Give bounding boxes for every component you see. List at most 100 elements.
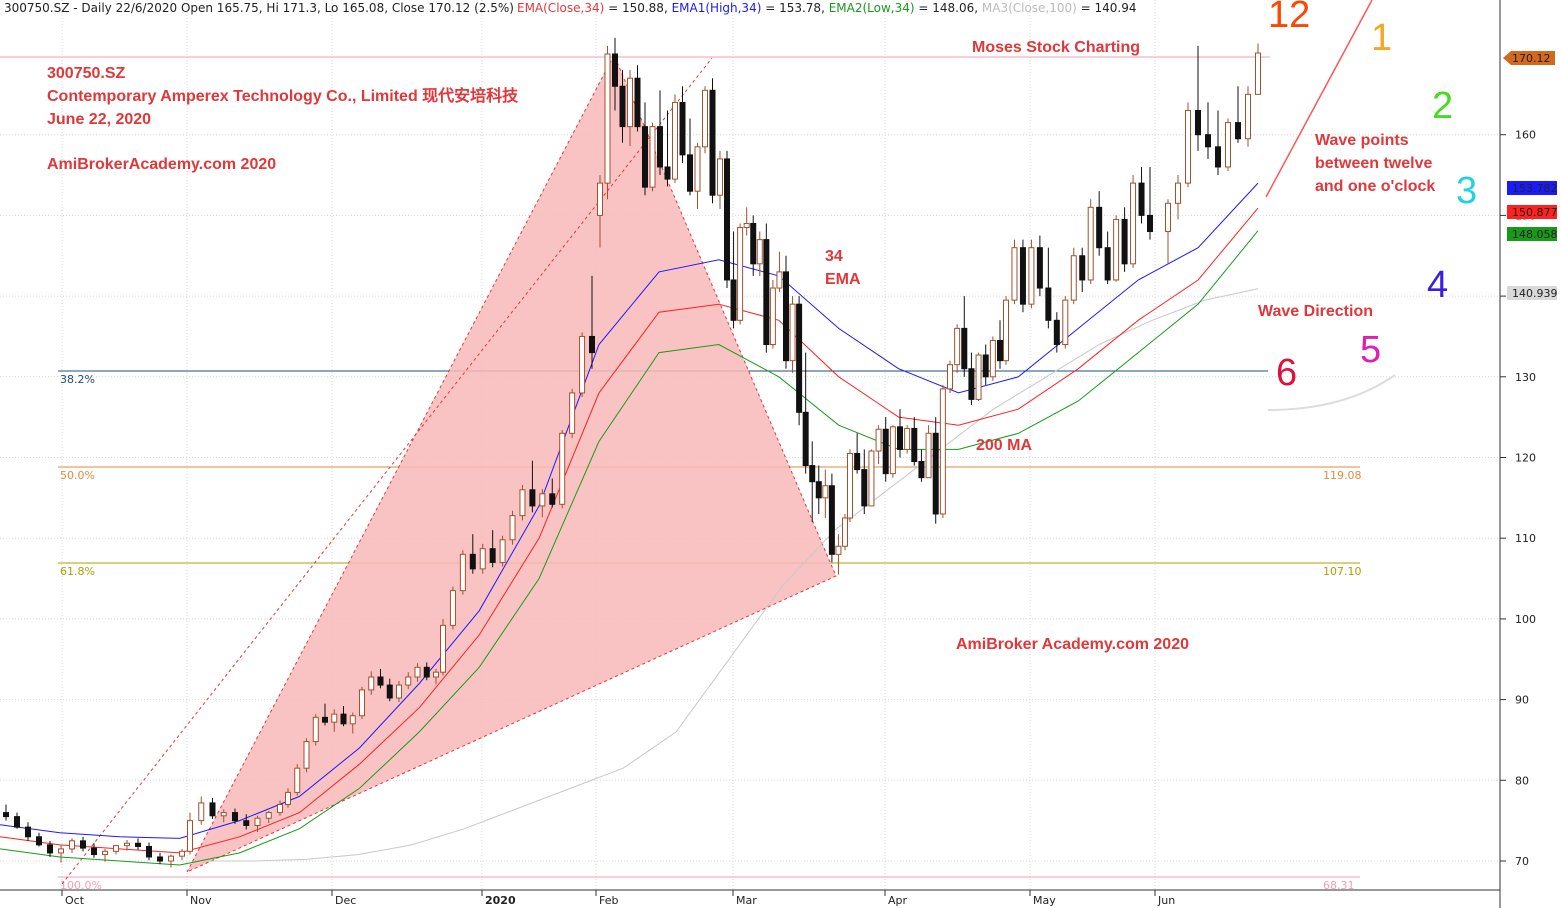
candle-body	[672, 101, 678, 180]
candle-body	[828, 485, 835, 555]
candle-body	[1113, 218, 1120, 281]
candle-body	[589, 335, 595, 354]
candle-body	[694, 146, 701, 192]
annotation-company: Contemporary Amperex Technology Co., Lim…	[47, 86, 519, 105]
candle-body	[776, 271, 783, 289]
candle-body	[1053, 319, 1060, 346]
candle-body	[1104, 247, 1111, 281]
candle-body	[396, 684, 402, 699]
candle-body	[559, 432, 566, 505]
fib-percent-label: 61.8%	[60, 565, 95, 578]
clock-hand-line	[1265, 0, 1373, 198]
candle-body	[847, 452, 853, 519]
candle-body	[1225, 122, 1231, 168]
candle-body	[489, 548, 496, 563]
price-badge-label: 140.939	[1512, 287, 1558, 300]
candle-body	[1138, 182, 1145, 216]
candle-body	[331, 713, 338, 723]
candle-body	[835, 545, 842, 555]
candle-body	[1036, 247, 1043, 289]
price-tick-label: 110	[1515, 532, 1536, 545]
candle-body	[449, 590, 456, 626]
candle-body	[368, 676, 375, 691]
candle-body	[499, 539, 506, 563]
price-badge-shape	[1507, 286, 1557, 300]
price-tick-label: 70	[1515, 855, 1529, 868]
candle-body	[3, 812, 9, 818]
candle-body	[897, 426, 903, 450]
candle-body	[312, 716, 319, 743]
candle-body	[664, 166, 671, 180]
candle-body	[14, 816, 20, 828]
date-tick-label: Jun	[1157, 894, 1175, 907]
candle-body	[925, 432, 932, 479]
candle-body	[36, 836, 42, 846]
date-tick-label: 2020	[485, 894, 516, 907]
candle-body	[1045, 287, 1052, 321]
candle-body	[469, 553, 476, 570]
candle-body	[1235, 122, 1241, 140]
fib-value-label: 107.10	[1323, 565, 1362, 578]
price-badge-shape	[1507, 181, 1557, 195]
candle-body	[1245, 93, 1251, 140]
date-tick-label: Mar	[736, 894, 757, 907]
candle-body	[157, 856, 163, 862]
candle-body	[1147, 214, 1153, 233]
candle-body	[124, 842, 130, 847]
candle-body	[822, 485, 829, 499]
candle-body	[243, 820, 250, 826]
date-tick-label: May	[1033, 894, 1056, 907]
candle-body	[187, 820, 193, 852]
candle-body	[1062, 299, 1069, 346]
candle-body	[709, 89, 716, 196]
candle-body	[961, 327, 968, 370]
candle-body	[265, 812, 272, 819]
candle-body	[597, 182, 603, 216]
candle-body	[702, 89, 708, 148]
candle-body	[954, 327, 961, 366]
candle-body	[783, 271, 789, 362]
candle-body	[1185, 109, 1191, 184]
price-tick-label: 100	[1515, 613, 1536, 626]
candle-body	[657, 126, 663, 168]
candle-body	[69, 840, 75, 850]
candle-body	[529, 489, 536, 507]
ema-low-value: = 148.06,	[915, 1, 982, 15]
candle-body	[277, 804, 283, 814]
annotation-moses: Moses Stock Charting	[972, 39, 1140, 56]
candle-body	[459, 553, 466, 592]
annotation-wave-direction: Wave Direction	[1258, 303, 1373, 320]
candle-body	[1028, 247, 1035, 305]
candle-body	[232, 812, 238, 822]
candle-body	[294, 767, 301, 793]
candle-body	[802, 411, 809, 467]
date-axis: Oct Nov Dec 2020 Feb Mar Apr May Jun	[0, 889, 1500, 907]
fib-percent-label: 38.2%	[60, 373, 95, 386]
header-line: 300750.SZ - Daily 22/6/2020 Open 165.75,…	[4, 1, 1137, 15]
candle-body	[433, 671, 439, 678]
candle-body	[743, 222, 750, 229]
moving-averages	[0, 182, 1259, 866]
fib-percent-label: 50.0%	[60, 469, 95, 482]
candle-body	[679, 101, 686, 156]
ema-close-line	[0, 207, 1259, 854]
annotation-site: AmiBrokerAcademy.com 2020	[47, 156, 276, 173]
candle-body	[997, 339, 1003, 362]
candle-body	[1165, 202, 1171, 233]
candle-body	[440, 624, 446, 673]
candle-body	[1205, 134, 1211, 148]
date-tick-label: Nov	[190, 894, 212, 907]
candle-body	[209, 802, 216, 817]
candle-body	[918, 461, 925, 479]
candle-body	[1096, 206, 1103, 249]
clock-number: 5	[1360, 329, 1381, 371]
candle-body	[649, 126, 656, 188]
candle-body	[861, 469, 868, 507]
candle-body	[386, 684, 393, 699]
candle-body	[1215, 146, 1221, 168]
annotation-wave-1: Wave points	[1315, 132, 1409, 149]
date-tick-label: Apr	[888, 894, 908, 907]
candle-body	[989, 339, 996, 378]
candle-body	[619, 85, 626, 128]
candle-body	[168, 855, 174, 862]
